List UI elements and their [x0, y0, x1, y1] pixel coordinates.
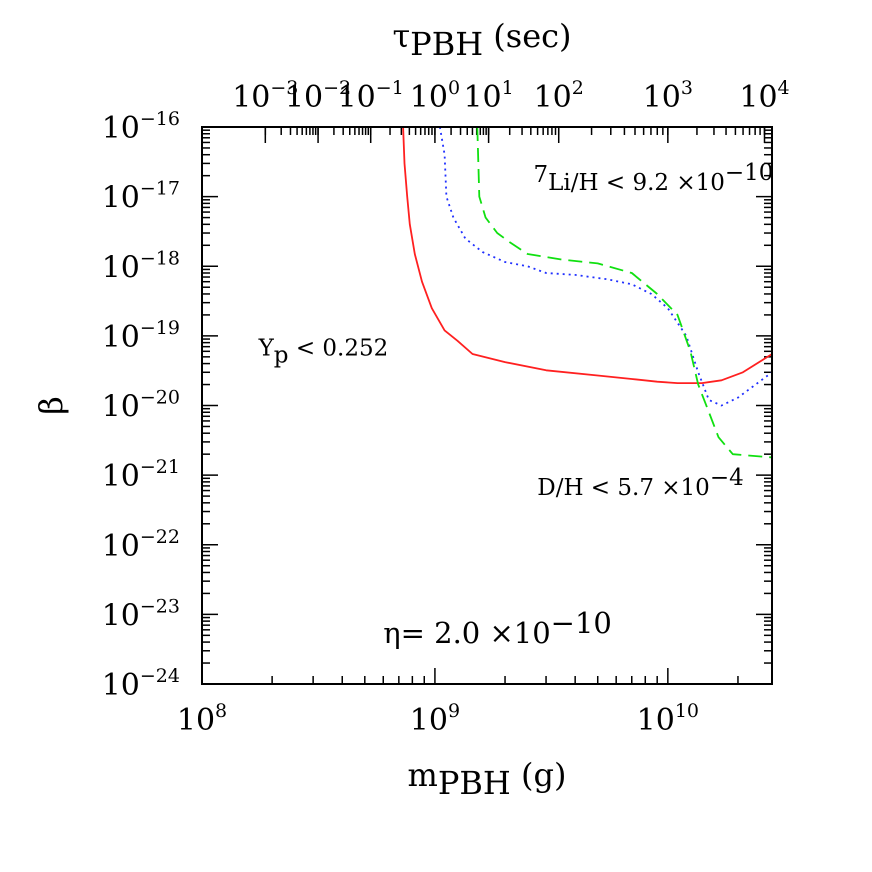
- x-axis-subscript: PBH: [438, 764, 511, 802]
- y-tick-base: 10: [102, 181, 140, 216]
- top-axis-title: τPBH (sec): [392, 17, 571, 63]
- y-tick-label: 10−20: [102, 387, 180, 425]
- top-tick-label: 10−1: [338, 77, 404, 115]
- annotation-symbol: Y: [258, 336, 275, 362]
- top-tick-exponent: 0: [448, 77, 460, 99]
- x-tick-label: 108: [177, 700, 227, 738]
- top-tick-base: 10: [739, 80, 777, 115]
- x-tick-exponent: 9: [448, 700, 460, 722]
- y-tick-label: 10−19: [102, 317, 180, 355]
- y-tick-exponent: −23: [140, 595, 180, 617]
- top-tick-base: 10: [643, 80, 681, 115]
- y-tick-exponent: −19: [140, 317, 180, 339]
- y-tick-label: 10−16: [102, 108, 180, 146]
- x-tick-label: 109: [410, 700, 460, 738]
- top-tick-base: 10: [463, 80, 501, 115]
- x-axis-title: mPBH (g): [408, 756, 567, 802]
- x-tick-label: 1010: [637, 700, 699, 738]
- top-tick-exponent: 2: [572, 77, 584, 99]
- series-line-2: [439, 126, 773, 407]
- y-tick-label: 10−21: [102, 456, 180, 494]
- top-axis-subscript: PBH: [410, 25, 483, 63]
- annotation-exponent: −10: [551, 606, 612, 640]
- y-tick-base: 10: [102, 320, 140, 355]
- y-tick-exponent: −20: [140, 387, 180, 409]
- annotation-text: η= 2.0 ×10: [383, 616, 550, 650]
- top-tick-exponent: −1: [376, 77, 404, 99]
- y-tick-base: 10: [102, 250, 140, 285]
- top-tick-exponent: −3: [270, 77, 298, 99]
- y-tick-exponent: −16: [140, 108, 180, 130]
- annotation-text: D/H < 5.7 ×10: [537, 475, 710, 501]
- x-tick-base: 10: [637, 703, 675, 738]
- y-tick-label: 10−22: [102, 526, 180, 564]
- y-tick-exponent: −21: [140, 456, 180, 478]
- top-tick-label: 100: [410, 77, 460, 115]
- x-tick-base: 10: [410, 703, 448, 738]
- annotation-eta: η= 2.0 ×10−10: [383, 606, 612, 650]
- top-tick-label: 104: [739, 77, 789, 115]
- y-tick-exponent: −22: [140, 526, 180, 548]
- annotation-exponent: −4: [710, 465, 744, 491]
- y-tick-label: 10−18: [102, 247, 180, 285]
- ticks-layer: [201, 127, 772, 685]
- annotation-li: 7Li/H < 9.2 ×10−10: [534, 160, 774, 196]
- y-tick-exponent: −17: [140, 178, 180, 200]
- y-tick-exponent: −24: [140, 665, 180, 687]
- plot-frame: [201, 126, 773, 685]
- x-axis-unit: (g): [511, 756, 567, 794]
- y-axis-title: β: [32, 396, 70, 415]
- y-tick-base: 10: [102, 668, 140, 703]
- x-tick-exponent: 8: [215, 700, 227, 722]
- top-tick-label: 10−3: [232, 77, 298, 115]
- top-tick-exponent: 4: [778, 77, 790, 99]
- y-tick-base: 10: [102, 598, 140, 633]
- y-tick-label: 10−24: [102, 665, 180, 703]
- y-tick-label: 10−17: [102, 178, 180, 216]
- series-layer: [402, 126, 773, 459]
- top-tick-label: 101: [463, 77, 513, 115]
- annotation-dh: D/H < 5.7 ×10−4: [537, 465, 743, 501]
- top-axis-unit: (sec): [483, 17, 571, 55]
- series-line-3: [476, 126, 773, 459]
- annotation-text: Li/H < 9.2 ×10: [548, 170, 725, 196]
- annotation-subscript: p: [274, 343, 289, 369]
- x-axis-symbol: m: [408, 756, 438, 794]
- annotation-exponent: −10: [725, 160, 774, 186]
- y-tick-base: 10: [102, 390, 140, 425]
- series-line-1: [402, 126, 773, 384]
- top-tick-exponent: −2: [323, 77, 351, 99]
- top-tick-base: 10: [232, 80, 270, 115]
- y-tick-base: 10: [102, 111, 140, 146]
- y-tick-base: 10: [102, 459, 140, 494]
- y-tick-exponent: −18: [140, 247, 180, 269]
- y-tick-label: 10−23: [102, 595, 180, 633]
- y-tick-base: 10: [102, 529, 140, 564]
- top-tick-base: 10: [338, 80, 376, 115]
- annotation-superscript: 7: [534, 162, 549, 188]
- annotation-yp: Yp < 0.252: [258, 336, 389, 369]
- top-tick-base: 10: [534, 80, 572, 115]
- top-tick-label: 103: [643, 77, 693, 115]
- top-axis-symbol: τ: [392, 17, 410, 55]
- x-tick-exponent: 10: [675, 700, 699, 722]
- top-tick-exponent: 3: [681, 77, 693, 99]
- annotation-text: < 0.252: [289, 336, 389, 362]
- top-tick-exponent: 1: [502, 77, 514, 99]
- x-tick-base: 10: [177, 703, 215, 738]
- top-tick-base: 10: [285, 80, 323, 115]
- top-tick-base: 10: [410, 80, 448, 115]
- top-tick-label: 102: [534, 77, 584, 115]
- top-tick-label: 10−2: [285, 77, 351, 115]
